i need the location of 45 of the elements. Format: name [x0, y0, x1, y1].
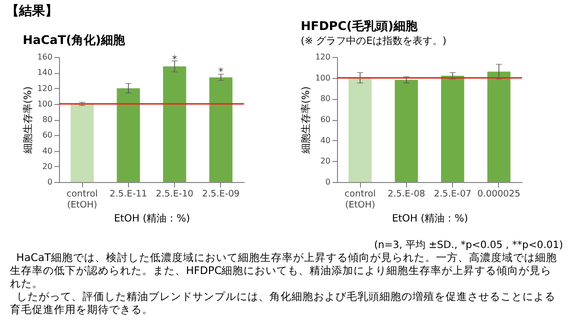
y-axis-title: 細胞生存率(%) — [22, 86, 34, 155]
y-tick-label: 80 — [320, 94, 330, 104]
y-tick-label: 140 — [37, 68, 52, 78]
y-tick-label: 80 — [42, 115, 52, 124]
y-tick-label: 60 — [320, 115, 330, 124]
text: (n=3, 平均 ±SD., *p<0.05 , **p<0.01) — [373, 239, 564, 252]
y-tick-label: 40 — [42, 146, 52, 156]
y-tick-label: 100 — [315, 73, 330, 82]
y-tick-label: 20 — [320, 156, 330, 166]
x-tick-label: 0.000025 — [477, 190, 520, 200]
annotation: * — [172, 54, 178, 66]
y-tick-label: 100 — [37, 99, 52, 108]
chart-title: HaCaT(角化)細胞 — [22, 33, 126, 47]
y-tick-label: 40 — [320, 136, 330, 145]
x-tick-label: 2.5.E-08 — [388, 190, 426, 200]
y-tick-label: 0 — [325, 178, 330, 186]
chart-subtitle: (※ グラフ中のEは指数を表す。) — [300, 35, 447, 47]
x-tick-label: 2.5.E-07 — [434, 190, 472, 200]
y-tick-label: 120 — [315, 52, 330, 62]
x-tick-label: control (EtOH) — [66, 190, 98, 210]
x-tick-label: 2.5.E-09 — [202, 190, 240, 200]
y-tick-label: 0 — [47, 178, 52, 186]
annotation: * — [218, 66, 224, 78]
text: HaCaT細胞では、検討した低濃度域において細胞生存率が上昇する傾向が見られた。一方、高濃度域では細胞生存率の低下が認められた。また、HFDPC細胞においても、精油添加により細胞生存率が上昇する傾向が見られた。 — [9, 252, 558, 291]
bar — [209, 77, 232, 182]
text: したがって、評価した精油ブレンドサンプルには、角化細胞および毛乳頭細胞の増殖を促進させることによる育毛促進作用を期待できる。 — [9, 291, 556, 317]
x-tick-label: 2.5.E-10 — [156, 190, 194, 200]
bar — [116, 88, 140, 182]
y-axis-title: 細胞生存率(%) — [300, 86, 312, 155]
x-axis-title: EtOH (精油：%) — [114, 212, 190, 224]
bar — [70, 104, 94, 182]
bar — [163, 66, 186, 182]
bar — [487, 72, 510, 182]
bar — [394, 80, 418, 182]
bar — [441, 76, 464, 182]
x-tick-label: 2.5.E-11 — [110, 190, 148, 200]
x-axis-title: EtOH (精油：%) — [392, 212, 468, 224]
y-tick-label: 60 — [42, 130, 52, 140]
y-tick-label: 20 — [42, 162, 52, 171]
bar — [348, 78, 372, 182]
text: 【結果】 — [5, 3, 59, 19]
y-tick-label: 120 — [37, 84, 52, 93]
y-tick-label: 160 — [37, 52, 52, 62]
x-tick-label: control (EtOH) — [344, 190, 376, 210]
chart-title: HFDPC(毛乳頭)細胞 — [300, 19, 418, 33]
